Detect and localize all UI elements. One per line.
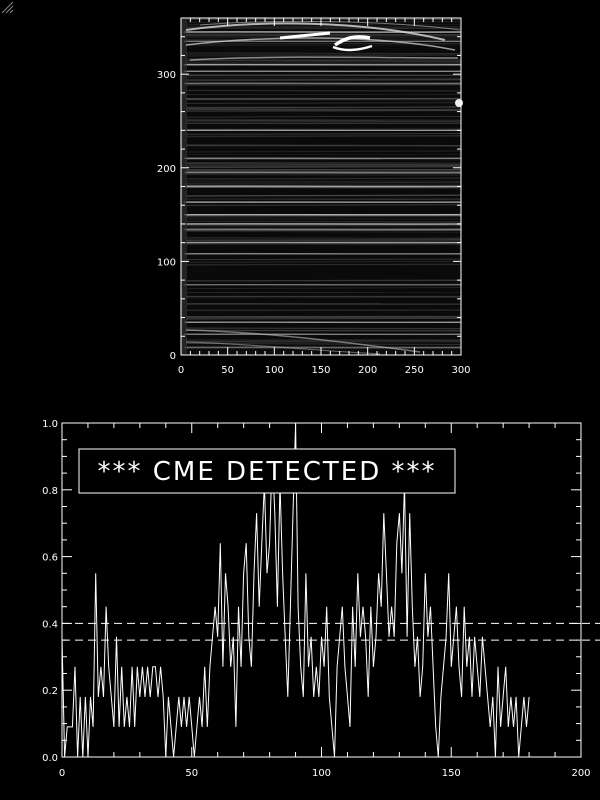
bright-streak	[183, 228, 462, 231]
faint-streak	[185, 225, 462, 228]
faint-streak	[185, 279, 462, 282]
faint-streak	[185, 115, 462, 118]
cme-front-arcs	[185, 20, 461, 61]
bright-streak	[183, 283, 462, 286]
faint-streak	[185, 76, 462, 80]
faint-streak	[185, 220, 462, 223]
faint-streak	[185, 237, 462, 239]
bright-streak	[183, 185, 462, 188]
bright-streak	[183, 129, 462, 132]
faint-streak	[185, 109, 462, 112]
banner-box	[78, 448, 456, 494]
faint-streak	[185, 21, 462, 23]
cme-detection-line-plot: 0 50 100 150 200 0.0 0.2 0.4 0.6 0.8 1.0 *** CME D…	[42, 419, 600, 779]
bright-streak	[183, 82, 462, 85]
faint-streak	[185, 194, 462, 197]
faint-streak	[185, 38, 462, 41]
faint-streak	[185, 54, 462, 57]
bright-streak	[183, 346, 462, 349]
faint-streak	[185, 127, 462, 131]
faint-streak	[185, 204, 462, 207]
y-tick-label: 0.2	[42, 686, 58, 697]
series-line	[61, 422, 530, 758]
faint-streak	[185, 52, 462, 54]
x-tick-label: 50	[185, 768, 198, 779]
x-tick-label: 300	[451, 365, 470, 376]
bottom-arcs	[185, 329, 421, 355]
bright-streak	[183, 63, 462, 66]
bright-streak	[183, 213, 462, 216]
faint-streak	[185, 182, 462, 184]
faint-streak	[185, 102, 462, 104]
faint-streak	[185, 132, 462, 135]
y-tick-label: 0.8	[42, 486, 58, 497]
faint-streak	[185, 78, 462, 81]
faint-streak	[185, 150, 462, 153]
y-tick-label: 0.4	[42, 619, 58, 630]
faint-streak	[185, 59, 462, 62]
x-tick-label: 250	[405, 365, 424, 376]
banner-text: *** CME DETECTED ***	[97, 457, 436, 487]
y-tick-label: 0	[170, 351, 176, 362]
cme-detected-banner: *** CME DETECTED ***	[78, 448, 456, 494]
faint-streak	[185, 60, 462, 62]
faint-streak	[185, 44, 462, 46]
faint-streak	[185, 240, 462, 243]
faint-streak	[185, 174, 462, 176]
x-tick-label: 200	[358, 365, 377, 376]
bright-streak	[183, 201, 462, 204]
intensity-image-panel: 0 50 100 150 200 250 300 0 100 200 300	[157, 17, 471, 376]
bright-streak	[183, 157, 462, 160]
faint-streak	[185, 260, 462, 263]
y-tick-label: 1.0	[42, 419, 58, 430]
bright-streak	[183, 241, 462, 244]
faint-streak	[185, 177, 462, 180]
x-tick-label: 0	[59, 768, 65, 779]
bright-streak	[183, 321, 462, 324]
faint-streak	[185, 97, 462, 100]
faint-streak	[185, 165, 462, 169]
x-tick-label: 150	[442, 768, 461, 779]
faint-streak	[185, 287, 462, 289]
x-tick-label: 100	[312, 768, 331, 779]
bright-streak	[183, 252, 462, 255]
faint-streak	[185, 263, 462, 266]
bright-streak	[183, 333, 462, 336]
bright-streak	[183, 31, 462, 34]
faint-streak	[185, 162, 462, 164]
bright-streak	[183, 171, 462, 174]
faint-streak	[185, 231, 462, 233]
x-tick-label: 200	[571, 768, 590, 779]
bright-streak	[183, 70, 462, 73]
faint-streak	[185, 316, 462, 318]
faint-streak	[185, 327, 462, 330]
faint-streak	[185, 134, 462, 138]
resize-grip-icon[interactable]	[0, 0, 14, 14]
threshold-lines	[62, 622, 600, 641]
edge-blob	[455, 99, 463, 107]
faint-streak	[185, 118, 462, 122]
x-tick-label: 0	[178, 365, 184, 376]
bright-streak	[183, 40, 462, 43]
faint-streak	[185, 108, 462, 111]
y-tick-label: 0.6	[42, 553, 58, 564]
y-tick-label: 300	[157, 70, 176, 81]
image-axis-ticks: 0 50 100 150 200 250 300 0 100 200 300	[157, 18, 471, 376]
faint-streak	[185, 163, 462, 166]
x-tick-label: 50	[221, 365, 234, 376]
faint-streak	[185, 318, 462, 320]
x-tick-label: 150	[311, 365, 330, 376]
faint-streak	[185, 106, 462, 109]
y-tick-label: 100	[157, 257, 176, 268]
bright-streak	[183, 222, 462, 225]
faint-streak	[185, 186, 462, 189]
y-tick-label: 200	[157, 164, 176, 175]
faint-streak	[185, 339, 462, 342]
y-tick-label: 0.0	[42, 753, 58, 764]
plot-axis-ticks: 0 50 100 150 200 0.0 0.2 0.4 0.6 0.8 1.0	[42, 419, 590, 779]
x-tick-label: 100	[265, 365, 284, 376]
